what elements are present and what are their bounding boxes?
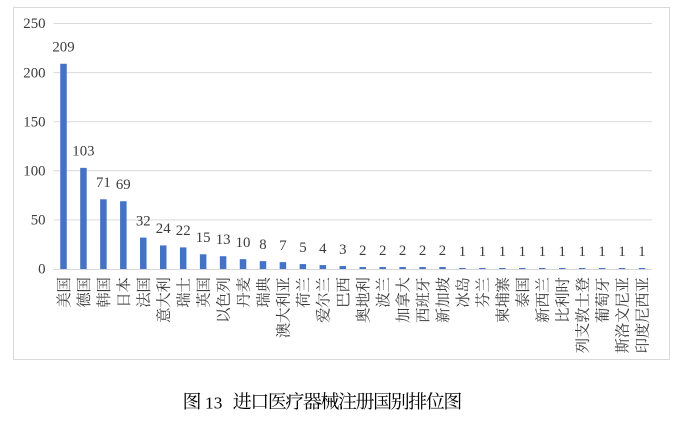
svg-text:10: 10 (236, 235, 251, 251)
svg-text:103: 103 (72, 144, 94, 160)
svg-text:15: 15 (196, 230, 211, 246)
svg-text:2: 2 (399, 243, 406, 259)
svg-text:1: 1 (519, 244, 526, 260)
svg-text:1: 1 (578, 244, 585, 260)
svg-text:150: 150 (23, 114, 45, 130)
svg-text:5: 5 (299, 240, 306, 256)
svg-text:50: 50 (31, 213, 46, 229)
svg-text:22: 22 (176, 223, 191, 239)
svg-text:1: 1 (618, 244, 625, 260)
svg-text:71: 71 (96, 175, 111, 191)
svg-text:1: 1 (499, 244, 506, 260)
svg-text:100: 100 (23, 164, 45, 180)
svg-text:4: 4 (319, 241, 327, 257)
svg-text:250: 250 (23, 16, 45, 32)
svg-text:2: 2 (439, 243, 446, 259)
svg-text:200: 200 (23, 65, 45, 81)
svg-text:2: 2 (379, 243, 386, 259)
svg-text:1: 1 (539, 244, 546, 260)
svg-text:13: 13 (205, 393, 222, 412)
svg-text:0: 0 (38, 262, 45, 278)
svg-text:8: 8 (259, 237, 266, 253)
svg-text:1: 1 (459, 244, 466, 260)
svg-text:2: 2 (359, 243, 366, 259)
svg-text:209: 209 (52, 40, 74, 56)
svg-text:24: 24 (156, 221, 171, 237)
svg-text:13: 13 (216, 232, 231, 248)
svg-text:7: 7 (279, 238, 286, 254)
svg-text:2: 2 (419, 243, 426, 259)
svg-text:1: 1 (638, 244, 645, 260)
svg-text:69: 69 (116, 177, 131, 193)
svg-text:1: 1 (558, 244, 565, 260)
svg-text:3: 3 (339, 242, 346, 258)
svg-text:1: 1 (479, 244, 486, 260)
svg-text:1: 1 (598, 244, 605, 260)
svg-text:32: 32 (136, 213, 151, 229)
